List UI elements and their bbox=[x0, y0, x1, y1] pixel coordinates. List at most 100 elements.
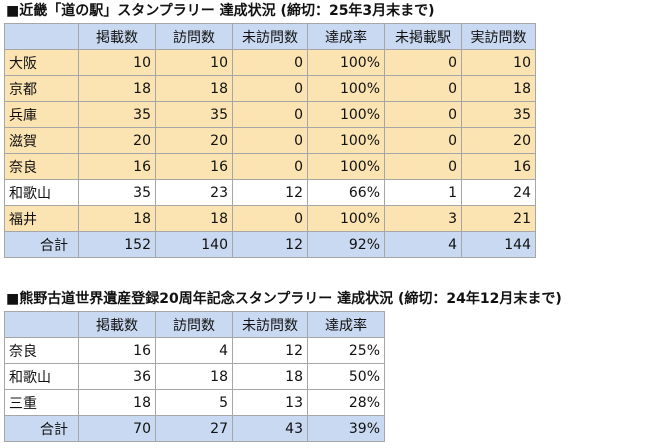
row-label: 和歌山 bbox=[4, 363, 79, 390]
row-label: 奈良 bbox=[4, 337, 79, 364]
table2-kumano-kodo: 掲載数 訪問数 未訪問数 達成率 奈良 16 4 12 25% 和歌山 36 18 18 50% 三重 18… bbox=[4, 311, 385, 442]
table-cell: 66% bbox=[307, 179, 385, 206]
table-cell: 10 bbox=[461, 49, 536, 76]
table-cell: 20 bbox=[155, 127, 233, 154]
table-row: 大阪 10 10 0 100% 0 10 bbox=[4, 49, 536, 76]
table-cell: 16 bbox=[78, 337, 156, 364]
table-cell: 23 bbox=[155, 179, 233, 206]
total-cell: 140 bbox=[155, 231, 233, 258]
table-cell: 16 bbox=[155, 153, 233, 180]
table-row: 福井 18 18 0 100% 3 21 bbox=[4, 205, 536, 232]
row-label: 三重 bbox=[4, 389, 79, 416]
column-header: 実訪問数 bbox=[461, 23, 536, 50]
table-cell: 10 bbox=[155, 49, 233, 76]
total-label: 合計 bbox=[4, 415, 79, 442]
row-label: 京都 bbox=[4, 75, 79, 102]
header-row: 掲載数 訪問数 未訪問数 達成率 bbox=[4, 311, 385, 338]
column-header: 訪問数 bbox=[155, 311, 233, 338]
table-row: 奈良 16 4 12 25% bbox=[4, 337, 385, 364]
table-cell: 100% bbox=[307, 75, 385, 102]
table1-kinki-michinoeki: 掲載数 訪問数 未訪問数 達成率 未掲載駅 実訪問数 大阪 10 10 0 100% 0 10 京都 18… bbox=[4, 23, 536, 258]
table-cell: 0 bbox=[384, 127, 462, 154]
table-cell: 100% bbox=[307, 205, 385, 232]
table-cell: 20 bbox=[78, 127, 156, 154]
total-row: 合計 70 27 43 39% bbox=[4, 415, 385, 442]
column-header: 未訪問数 bbox=[232, 311, 308, 338]
column-header: 達成率 bbox=[307, 311, 385, 338]
header-blank-cell bbox=[4, 23, 79, 50]
table-cell: 10 bbox=[78, 49, 156, 76]
table-cell: 13 bbox=[232, 389, 308, 416]
row-label: 兵庫 bbox=[4, 101, 79, 128]
table-cell: 21 bbox=[461, 205, 536, 232]
table-cell: 18 bbox=[155, 75, 233, 102]
table-cell: 0 bbox=[384, 49, 462, 76]
row-label: 奈良 bbox=[4, 153, 79, 180]
table-cell: 36 bbox=[78, 363, 156, 390]
table-cell: 16 bbox=[461, 153, 536, 180]
column-header: 掲載数 bbox=[78, 23, 156, 50]
table-cell: 20 bbox=[461, 127, 536, 154]
table-cell: 0 bbox=[232, 127, 308, 154]
table-cell: 50% bbox=[307, 363, 385, 390]
row-label: 大阪 bbox=[4, 49, 79, 76]
row-label: 福井 bbox=[4, 205, 79, 232]
total-cell: 12 bbox=[232, 231, 308, 258]
total-label: 合計 bbox=[4, 231, 79, 258]
column-header: 掲載数 bbox=[78, 311, 156, 338]
table-cell: 28% bbox=[307, 389, 385, 416]
table-cell: 0 bbox=[232, 153, 308, 180]
header-blank-cell bbox=[4, 311, 79, 338]
total-cell: 39% bbox=[307, 415, 385, 442]
total-cell: 43 bbox=[232, 415, 308, 442]
table-cell: 0 bbox=[384, 101, 462, 128]
table-cell: 35 bbox=[78, 179, 156, 206]
table-cell: 100% bbox=[307, 101, 385, 128]
table-cell: 16 bbox=[78, 153, 156, 180]
row-label: 和歌山 bbox=[4, 179, 79, 206]
table-cell: 4 bbox=[155, 337, 233, 364]
total-cell: 70 bbox=[78, 415, 156, 442]
row-label: 滋賀 bbox=[4, 127, 79, 154]
column-header: 未訪問数 bbox=[232, 23, 308, 50]
table-cell: 0 bbox=[384, 153, 462, 180]
table-cell: 18 bbox=[78, 75, 156, 102]
table-cell: 35 bbox=[461, 101, 536, 128]
table-cell: 0 bbox=[384, 75, 462, 102]
table-cell: 18 bbox=[78, 389, 156, 416]
table-cell: 100% bbox=[307, 127, 385, 154]
total-cell: 4 bbox=[384, 231, 462, 258]
total-row: 合計 152 140 12 92% 4 144 bbox=[4, 231, 536, 258]
table-row: 兵庫 35 35 0 100% 0 35 bbox=[4, 101, 536, 128]
table-cell: 24 bbox=[461, 179, 536, 206]
table2-title: ■熊野古道世界遺産登録20周年記念スタンプラリー 達成状況 (締切：24年12月… bbox=[6, 291, 562, 307]
table-cell: 5 bbox=[155, 389, 233, 416]
total-cell: 152 bbox=[78, 231, 156, 258]
table-cell: 100% bbox=[307, 49, 385, 76]
total-cell: 92% bbox=[307, 231, 385, 258]
table-row: 三重 18 5 13 28% bbox=[4, 389, 385, 416]
column-header: 達成率 bbox=[307, 23, 385, 50]
table-cell: 0 bbox=[232, 205, 308, 232]
total-cell: 144 bbox=[461, 231, 536, 258]
table-cell: 25% bbox=[307, 337, 385, 364]
table-cell: 18 bbox=[78, 205, 156, 232]
table-cell: 3 bbox=[384, 205, 462, 232]
table-row: 和歌山 35 23 12 66% 1 24 bbox=[4, 179, 536, 206]
table-cell: 18 bbox=[461, 75, 536, 102]
table-cell: 100% bbox=[307, 153, 385, 180]
table1-title: ■近畿「道の駅」スタンプラリー 達成状況 (締切：25年3月末まで) bbox=[6, 3, 435, 19]
table-cell: 35 bbox=[155, 101, 233, 128]
header-row: 掲載数 訪問数 未訪問数 達成率 未掲載駅 実訪問数 bbox=[4, 23, 536, 50]
table-cell: 35 bbox=[78, 101, 156, 128]
column-header: 未掲載駅 bbox=[384, 23, 462, 50]
table-cell: 0 bbox=[232, 101, 308, 128]
table-cell: 18 bbox=[232, 363, 308, 390]
table-cell: 18 bbox=[155, 205, 233, 232]
table-row: 滋賀 20 20 0 100% 0 20 bbox=[4, 127, 536, 154]
column-header: 訪問数 bbox=[155, 23, 233, 50]
table-row: 京都 18 18 0 100% 0 18 bbox=[4, 75, 536, 102]
table-cell: 12 bbox=[232, 179, 308, 206]
table-row: 和歌山 36 18 18 50% bbox=[4, 363, 385, 390]
table-cell: 1 bbox=[384, 179, 462, 206]
